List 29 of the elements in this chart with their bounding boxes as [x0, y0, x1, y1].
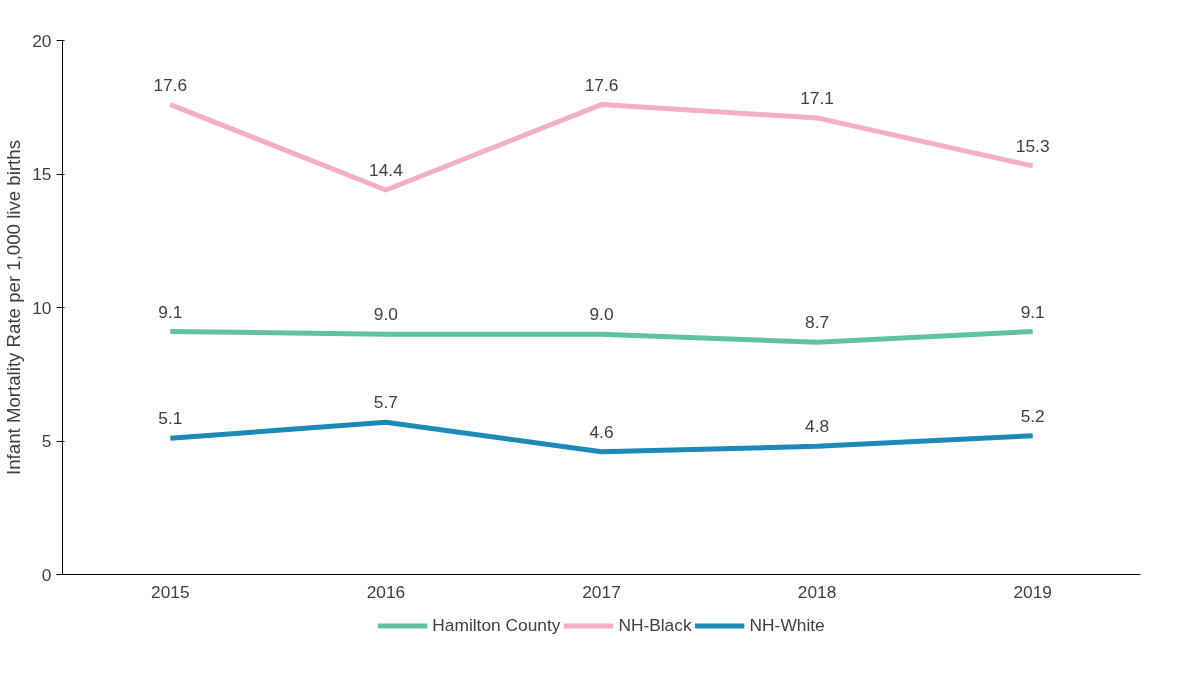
x-tick-label: 2017: [582, 581, 621, 602]
data-label: 17.6: [153, 74, 188, 95]
data-label: 17.6: [584, 74, 619, 95]
data-label: 9.0: [373, 304, 398, 325]
legend-label: Hamilton County: [432, 614, 561, 636]
data-label: 5.1: [158, 408, 183, 429]
y-tick-label: 20: [32, 30, 52, 51]
x-tick-label: 2015: [151, 581, 190, 602]
data-label: 4.8: [805, 416, 830, 437]
data-label: 4.6: [589, 421, 614, 442]
data-label: 14.4: [369, 160, 404, 181]
x-tick-label: 2019: [1013, 581, 1052, 602]
y-tick-label: 5: [41, 431, 52, 451]
data-label: 17.1: [800, 87, 834, 108]
x-tick-label: 2018: [797, 581, 837, 602]
y-axis-title: Infant Mortality Rate per 1,000 live births: [3, 140, 25, 475]
data-label: 9.1: [158, 301, 183, 322]
data-label: 5.2: [1020, 405, 1045, 426]
legend-label: NH-White: [749, 614, 825, 636]
y-tick-label: 10: [32, 297, 52, 318]
data-label: 8.7: [805, 312, 830, 333]
x-tick-label: 2016: [366, 581, 406, 602]
y-tick-label: 15: [32, 164, 52, 184]
data-label: 5.7: [373, 392, 398, 413]
data-label: 15.3: [1015, 135, 1050, 156]
data-label: 9.0: [589, 304, 614, 325]
data-label: 9.1: [1020, 301, 1045, 322]
legend-label: NH-Black: [618, 614, 692, 636]
y-tick-label: 0: [41, 564, 52, 585]
